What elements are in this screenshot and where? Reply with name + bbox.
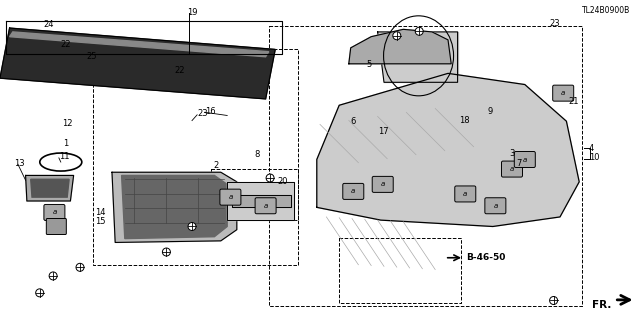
Text: 12: 12 [62, 119, 72, 128]
Polygon shape [378, 32, 458, 82]
Text: 23: 23 [549, 19, 560, 28]
Polygon shape [112, 172, 237, 242]
Polygon shape [232, 195, 291, 207]
Text: a: a [463, 191, 467, 197]
Text: 14: 14 [95, 208, 105, 217]
Polygon shape [10, 32, 269, 57]
Circle shape [266, 174, 274, 182]
Text: 16: 16 [205, 107, 216, 115]
Text: 20: 20 [277, 177, 287, 186]
FancyBboxPatch shape [220, 189, 241, 205]
Text: 22: 22 [174, 66, 184, 75]
Text: a: a [351, 189, 355, 194]
Text: a: a [264, 203, 268, 209]
Text: 21: 21 [568, 97, 579, 106]
FancyBboxPatch shape [553, 85, 573, 101]
FancyBboxPatch shape [372, 176, 393, 192]
FancyBboxPatch shape [455, 186, 476, 202]
Text: 9: 9 [488, 107, 493, 115]
FancyBboxPatch shape [485, 198, 506, 214]
FancyBboxPatch shape [515, 152, 535, 167]
Circle shape [76, 263, 84, 271]
FancyBboxPatch shape [44, 204, 65, 220]
Text: 7: 7 [516, 159, 521, 168]
Text: TL24B0900B: TL24B0900B [582, 6, 630, 15]
Text: 11: 11 [59, 152, 69, 161]
Text: a: a [52, 210, 56, 215]
Text: 22: 22 [61, 40, 71, 48]
Text: 24: 24 [44, 20, 54, 29]
FancyBboxPatch shape [343, 183, 364, 199]
Circle shape [188, 222, 196, 231]
Polygon shape [31, 179, 69, 197]
Text: 4: 4 [589, 144, 594, 153]
Text: a: a [381, 182, 385, 187]
Circle shape [163, 248, 170, 256]
Polygon shape [227, 182, 294, 220]
Text: a: a [561, 90, 565, 96]
Text: 1: 1 [63, 139, 68, 148]
Text: 19: 19 [187, 8, 197, 17]
Text: 17: 17 [378, 127, 388, 136]
FancyBboxPatch shape [46, 219, 67, 234]
Polygon shape [122, 175, 227, 239]
Text: B-46-50: B-46-50 [466, 253, 506, 262]
Text: 15: 15 [95, 217, 105, 226]
Text: 8: 8 [255, 150, 260, 159]
Text: 23: 23 [197, 109, 208, 118]
Text: 18: 18 [460, 116, 470, 125]
Text: a: a [228, 194, 232, 200]
Polygon shape [26, 175, 74, 201]
Text: FR.: FR. [592, 300, 611, 310]
Text: 13: 13 [14, 159, 25, 168]
FancyBboxPatch shape [255, 198, 276, 214]
Text: a: a [523, 157, 527, 162]
Text: 3: 3 [509, 149, 514, 158]
Text: 2: 2 [213, 161, 218, 170]
Circle shape [393, 32, 401, 40]
FancyBboxPatch shape [502, 161, 522, 177]
Circle shape [550, 296, 557, 305]
Circle shape [415, 27, 423, 35]
Circle shape [49, 272, 57, 280]
Polygon shape [349, 29, 451, 64]
Text: 6: 6 [351, 117, 356, 126]
Polygon shape [317, 73, 579, 226]
Polygon shape [0, 28, 275, 99]
Circle shape [36, 289, 44, 297]
Text: 10: 10 [589, 153, 599, 162]
Text: a: a [493, 203, 497, 209]
Text: a: a [510, 166, 514, 172]
Text: 5: 5 [366, 60, 371, 69]
Text: 25: 25 [86, 52, 97, 61]
